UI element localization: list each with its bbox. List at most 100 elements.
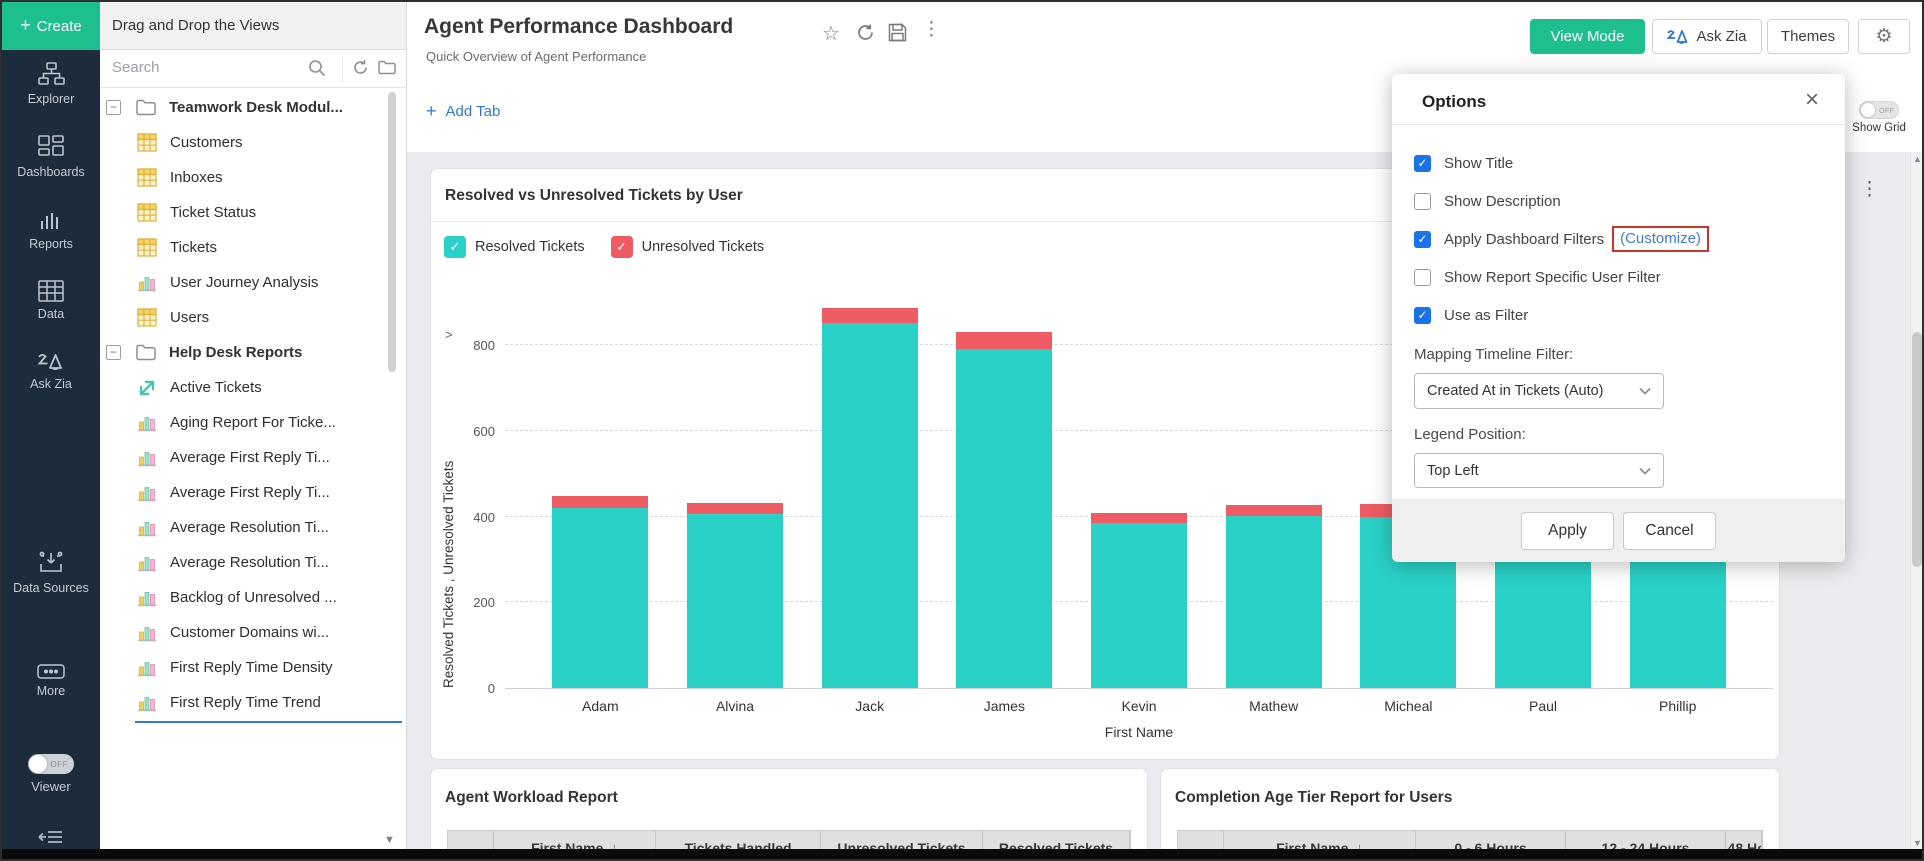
tree-item-tickets[interactable]: Tickets: [100, 230, 400, 265]
tree-item-users[interactable]: Users: [100, 300, 400, 335]
create-button[interactable]: + Create: [2, 2, 100, 50]
resolved-segment[interactable]: [1225, 516, 1322, 688]
stacked-bar-kevin[interactable]: [1091, 513, 1188, 688]
legend-checkbox-icon[interactable]: ✓: [444, 236, 466, 258]
refresh-views-icon[interactable]: [352, 59, 369, 76]
settings-gear-button[interactable]: ⚙: [1858, 19, 1910, 54]
refresh-icon[interactable]: [856, 23, 875, 42]
tree-item-average-first-reply-ti[interactable]: Average First Reply Ti...: [100, 475, 400, 510]
sidebar-item-label: Ask Zia: [30, 377, 72, 391]
legend-checkbox-icon[interactable]: ✓: [610, 236, 633, 258]
favorite-star-icon[interactable]: ☆: [822, 23, 840, 45]
unresolved-segment[interactable]: [552, 495, 649, 508]
stacked-bar-adam[interactable]: [552, 495, 649, 688]
sidebar-item-label: Reports: [29, 237, 73, 251]
tree-scroll-down-icon[interactable]: ▼: [384, 834, 395, 846]
apply-button[interactable]: Apply: [1521, 511, 1614, 550]
themes-button[interactable]: Themes: [1767, 19, 1849, 54]
add-tab-button[interactable]: + Add Tab: [426, 101, 500, 122]
resolved-segment[interactable]: [821, 322, 918, 688]
tree-item-label: User Journey Analysis: [170, 274, 319, 291]
tree-item-active-tickets[interactable]: Active Tickets: [100, 370, 400, 405]
resolved-segment[interactable]: [956, 348, 1053, 688]
tree-item-first-reply-time-density[interactable]: First Reply Time Density: [100, 650, 400, 685]
folder-view-icon[interactable]: [378, 60, 396, 75]
tree-item-ticket-status[interactable]: Ticket Status: [100, 195, 400, 230]
chart-icon: [135, 658, 159, 677]
tree-folder-help-desk-reports[interactable]: − Help Desk Reports: [100, 335, 400, 370]
mapping-timeline-filter-select[interactable]: Created At in Tickets (Auto): [1414, 373, 1664, 409]
checkbox-unchecked-icon[interactable]: [1414, 192, 1431, 210]
trend-icon: [135, 378, 159, 398]
row-number-column-header[interactable]: [1178, 831, 1224, 859]
viewer-toggle-pill[interactable]: OFF: [28, 754, 74, 774]
checkbox-unchecked-icon[interactable]: [1414, 268, 1431, 286]
stacked-bar-jack[interactable]: [821, 307, 918, 688]
search-bar[interactable]: Search: [100, 50, 406, 88]
tree-item-average-resolution-ti[interactable]: Average Resolution Ti...: [100, 545, 400, 580]
tree-item-customers[interactable]: Customers: [100, 125, 400, 160]
search-input[interactable]: Search: [112, 59, 160, 76]
checkbox-checked-icon[interactable]: ✓: [1414, 306, 1431, 324]
legend-item-unresolved[interactable]: ✓ Unresolved Tickets: [610, 236, 764, 258]
stacked-bar-mathew[interactable]: [1225, 504, 1322, 688]
unresolved-segment[interactable]: [956, 332, 1053, 349]
stacked-bar-james[interactable]: [956, 332, 1053, 688]
sidebar-item-data[interactable]: Data: [2, 280, 100, 321]
collapse-minus-icon[interactable]: −: [106, 345, 121, 360]
show-grid-toggle[interactable]: OFF Show Grid: [1848, 101, 1910, 134]
tree-item-average-first-reply-ti[interactable]: Average First Reply Ti...: [100, 440, 400, 475]
close-icon[interactable]: ×: [1804, 86, 1819, 113]
unresolved-segment[interactable]: [821, 307, 918, 323]
search-icon[interactable]: [308, 59, 326, 77]
unresolved-segment[interactable]: [1091, 513, 1188, 524]
folder-icon: [134, 344, 158, 361]
sort-descending-icon[interactable]: ↓: [611, 840, 618, 855]
unresolved-segment[interactable]: [687, 503, 783, 514]
more-options-kebab-icon[interactable]: ⋮: [922, 19, 941, 40]
resolved-segment[interactable]: [552, 507, 649, 688]
table-icon: [135, 238, 159, 257]
tree-item-label: Average Resolution Ti...: [170, 554, 329, 571]
tree-item-customer-domains-wi[interactable]: Customer Domains wi...: [100, 615, 400, 650]
resolved-segment[interactable]: [687, 513, 783, 688]
show-grid-pill[interactable]: OFF: [1859, 101, 1899, 119]
tree-item-user-journey-analysis[interactable]: User Journey Analysis: [100, 265, 400, 300]
sidebar-item-data-sources[interactable]: Data Sources: [2, 550, 100, 595]
legend-item-resolved[interactable]: ✓ Resolved Tickets: [444, 236, 585, 258]
view-mode-button[interactable]: View Mode: [1530, 19, 1645, 54]
legend-position-select[interactable]: Top Left: [1414, 453, 1664, 488]
collapse-minus-icon[interactable]: −: [106, 100, 121, 115]
collapse-sidebar-icon[interactable]: [38, 828, 64, 846]
checkbox-checked-icon[interactable]: ✓: [1414, 154, 1431, 172]
sort-descending-icon[interactable]: ↓: [1356, 840, 1363, 855]
cancel-button[interactable]: Cancel: [1623, 511, 1716, 550]
tree-item-first-reply-time-trend[interactable]: First Reply Time Trend: [100, 685, 400, 720]
checkbox-checked-icon[interactable]: ✓: [1414, 230, 1431, 248]
sidebar-item-more[interactable]: More: [2, 664, 100, 698]
sidebar-item-dashboards[interactable]: Dashboards: [2, 135, 100, 179]
tree-scrollbar[interactable]: [388, 92, 396, 372]
dashboards-icon: [38, 135, 64, 160]
save-icon[interactable]: [888, 23, 907, 42]
tree-item-backlog-of-unresolved[interactable]: Backlog of Unresolved ...: [100, 580, 400, 615]
tree-item-average-resolution-ti[interactable]: Average Resolution Ti...: [100, 510, 400, 545]
scroll-up-icon[interactable]: ▲: [1913, 154, 1922, 164]
resolved-segment[interactable]: [1091, 523, 1188, 688]
scroll-down-icon[interactable]: ▼: [1913, 838, 1922, 848]
tree-item-inboxes[interactable]: Inboxes: [100, 160, 400, 195]
ask-zia-button[interactable]: Ask Zia: [1652, 19, 1762, 54]
unresolved-segment[interactable]: [1225, 504, 1322, 517]
sidebar-item-ask-zia[interactable]: Ask Zia: [2, 352, 100, 391]
widget-menu-kebab-icon[interactable]: ⋮: [1860, 179, 1879, 200]
tree-folder-teamwork-desk-modul[interactable]: − Teamwork Desk Modul...: [100, 90, 400, 125]
row-number-column-header[interactable]: [448, 831, 494, 859]
sidebar-item-explorer[interactable]: Explorer: [2, 62, 100, 106]
axis-collapse-chevron-icon[interactable]: >: [445, 327, 453, 342]
customize-link[interactable]: (Customize): [1620, 230, 1701, 247]
stacked-bar-alvina[interactable]: [687, 503, 783, 688]
sidebar-item-reports[interactable]: Reports: [2, 208, 100, 251]
tree-item-aging-report-for-ticke[interactable]: Aging Report For Ticke...: [100, 405, 400, 440]
scrollbar-thumb[interactable]: [1912, 332, 1922, 567]
viewer-toggle[interactable]: OFF Viewer: [2, 754, 100, 794]
